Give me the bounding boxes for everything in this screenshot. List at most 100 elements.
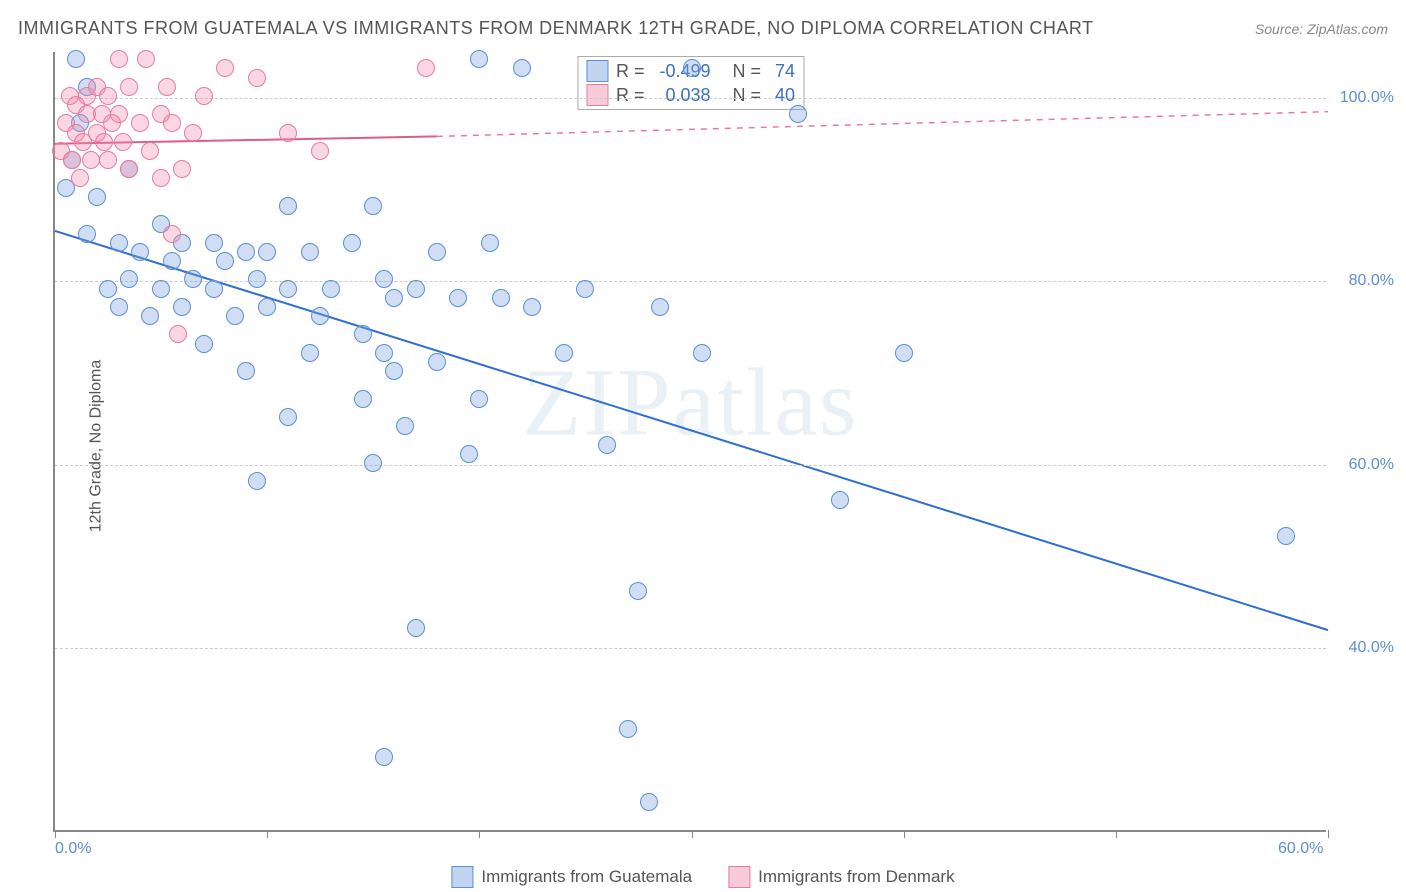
data-point [364, 197, 382, 215]
data-point [110, 105, 128, 123]
data-point [114, 133, 132, 151]
data-point [110, 298, 128, 316]
data-point [195, 335, 213, 353]
data-point [163, 225, 181, 243]
data-point [481, 234, 499, 252]
legend-label: Immigrants from Denmark [758, 867, 954, 887]
data-point [131, 114, 149, 132]
data-point [693, 344, 711, 362]
data-point [237, 243, 255, 261]
n-value: 74 [769, 61, 795, 82]
data-point [67, 50, 85, 68]
data-point [110, 50, 128, 68]
n-label: N = [733, 61, 762, 82]
x-tick [1116, 830, 1117, 838]
x-tick [267, 830, 268, 838]
y-tick-label: 40.0% [1349, 639, 1394, 657]
legend-item-guatemala: Immigrants from Guatemala [451, 866, 692, 888]
data-point [322, 280, 340, 298]
data-point [375, 344, 393, 362]
data-point [492, 289, 510, 307]
data-point [63, 151, 81, 169]
data-point [131, 243, 149, 261]
source-label: Source: ZipAtlas.com [1255, 21, 1388, 37]
data-point [279, 124, 297, 142]
r-label: R = [616, 85, 645, 106]
x-tick [692, 830, 693, 838]
n-label: N = [733, 85, 762, 106]
data-point [375, 270, 393, 288]
data-point [523, 298, 541, 316]
data-point [279, 197, 297, 215]
data-point [226, 307, 244, 325]
data-point [88, 188, 106, 206]
data-point [184, 124, 202, 142]
data-point [470, 390, 488, 408]
data-point [173, 160, 191, 178]
data-point [258, 298, 276, 316]
data-point [428, 353, 446, 371]
r-value: -0.499 [653, 61, 711, 82]
data-point [163, 114, 181, 132]
data-point [82, 151, 100, 169]
data-point [311, 307, 329, 325]
data-point [258, 243, 276, 261]
data-point [248, 270, 266, 288]
data-point [141, 142, 159, 160]
data-point [99, 87, 117, 105]
data-point [301, 243, 319, 261]
data-point [651, 298, 669, 316]
data-point [311, 142, 329, 160]
data-point [237, 362, 255, 380]
swatch-pink-icon [728, 866, 750, 888]
data-point [216, 252, 234, 270]
data-point [470, 50, 488, 68]
data-point [1277, 527, 1295, 545]
data-point [279, 280, 297, 298]
y-tick-label: 60.0% [1349, 456, 1394, 474]
legend-item-denmark: Immigrants from Denmark [728, 866, 954, 888]
data-point [343, 234, 361, 252]
gridline [55, 281, 1326, 282]
data-point [364, 454, 382, 472]
data-point [205, 234, 223, 252]
bottom-legend: Immigrants from Guatemala Immigrants fro… [451, 866, 954, 888]
data-point [152, 169, 170, 187]
trend-lines [55, 52, 1326, 830]
x-tick [904, 830, 905, 838]
data-point [137, 50, 155, 68]
data-point [95, 133, 113, 151]
data-point [354, 325, 372, 343]
r-label: R = [616, 61, 645, 82]
legend-label: Immigrants from Guatemala [481, 867, 692, 887]
data-point [248, 472, 266, 490]
chart-title: IMMIGRANTS FROM GUATEMALA VS IMMIGRANTS … [18, 18, 1094, 39]
data-point [375, 748, 393, 766]
gridline [55, 98, 1326, 99]
data-point [407, 280, 425, 298]
source-name: ZipAtlas.com [1307, 21, 1388, 37]
data-point [396, 417, 414, 435]
data-point [169, 325, 187, 343]
data-point [141, 307, 159, 325]
data-point [173, 298, 191, 316]
data-point [407, 619, 425, 637]
data-point [78, 225, 96, 243]
data-point [460, 445, 478, 463]
data-point [216, 59, 234, 77]
data-point [152, 280, 170, 298]
data-point [619, 720, 637, 738]
x-tick [55, 830, 56, 838]
data-point [683, 59, 701, 77]
r-value: 0.038 [653, 85, 711, 106]
n-value: 40 [769, 85, 795, 106]
data-point [629, 582, 647, 600]
data-point [279, 408, 297, 426]
data-point [555, 344, 573, 362]
data-point [417, 59, 435, 77]
data-point [449, 289, 467, 307]
gridline [55, 465, 1326, 466]
stats-row-pink: R = 0.038 N = 40 [584, 83, 797, 107]
swatch-blue-icon [586, 60, 608, 82]
data-point [789, 105, 807, 123]
